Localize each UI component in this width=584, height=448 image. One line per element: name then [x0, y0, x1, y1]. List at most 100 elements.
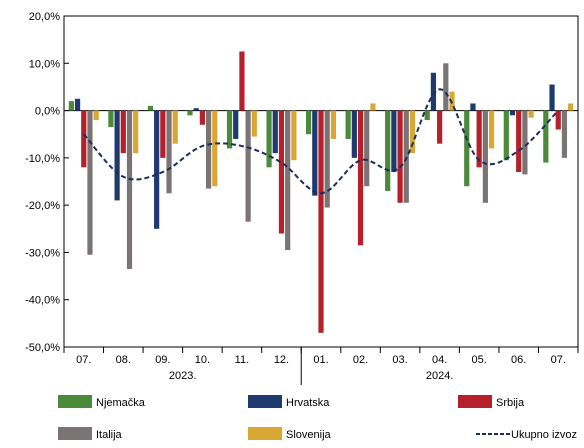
bar-hrvatska — [470, 103, 476, 111]
plot-frame — [63, 15, 579, 348]
bar-slovenija — [488, 110, 495, 149]
bar-italija — [522, 110, 528, 175]
x-tick-label: 11. — [235, 354, 249, 366]
x-tick-label: 02. — [353, 354, 368, 366]
bar-hrvatska — [351, 110, 357, 158]
bar-slovenija — [212, 110, 218, 187]
x-tick-label: 01. — [313, 354, 328, 366]
bar-slovenija — [330, 110, 336, 139]
bar-slovenija — [409, 110, 416, 154]
bar-njemačka — [306, 110, 312, 135]
x-tick-label: 10. — [195, 354, 210, 366]
bar-italija — [245, 110, 251, 222]
bar-srbija — [476, 110, 482, 168]
year-label: 2023. — [169, 370, 197, 382]
bar-hrvatska — [193, 108, 199, 111]
bar-srbija — [397, 110, 403, 203]
bar-italija — [285, 110, 291, 251]
bar-njemačka — [424, 110, 430, 121]
bar-njemačka — [543, 110, 549, 163]
bar-hrvatska — [272, 110, 278, 154]
bar-njemačka — [385, 110, 391, 191]
bar-srbija — [160, 110, 166, 158]
bar-slovenija — [251, 110, 257, 137]
bar-italija — [166, 110, 172, 194]
bar-slovenija — [133, 110, 139, 154]
bar-njemačka — [226, 110, 233, 149]
bar-hrvatska — [233, 110, 239, 139]
bar-italija — [324, 110, 330, 208]
bar-hrvatska — [509, 110, 516, 116]
bar-srbija — [516, 110, 522, 173]
y-tick-label: -50,0% — [25, 342, 60, 354]
bar-italija — [482, 110, 488, 203]
bar-hrvatska — [430, 72, 437, 111]
bar-italija — [561, 110, 568, 158]
legend-label: Ukupno izvoz — [511, 429, 577, 441]
bar-njemačka — [464, 110, 470, 187]
y-tick-label: -30,0% — [25, 247, 60, 259]
bar-srbija — [555, 110, 561, 130]
bar-srbija — [278, 110, 285, 234]
y-tick-label: -20,0% — [25, 200, 60, 212]
y-tick-label: -10,0% — [25, 153, 60, 165]
bar-njemačka — [345, 110, 351, 139]
bar-slovenija — [528, 110, 534, 118]
legend-swatch — [458, 395, 492, 408]
bar-srbija — [357, 110, 364, 246]
legend: Njemačka Hrvatska Srbija Italija Slovenija Uk… — [58, 395, 577, 441]
bar-hrvatska — [391, 110, 397, 173]
bar-njemačka — [187, 110, 193, 116]
bar-njemačka — [68, 101, 74, 111]
bar-slovenija — [93, 110, 99, 121]
bar-italija — [364, 110, 370, 187]
legend-label: Srbija — [496, 397, 525, 409]
bar-hrvatska — [312, 110, 318, 196]
bar-hrvatska — [114, 110, 120, 201]
bar-italija — [87, 110, 93, 255]
bar-srbija — [120, 110, 126, 154]
bar-italija — [126, 110, 133, 269]
x-axis: 07. 08. 09. 10. 11. 12. 01. 02. 03. 04. 05. 06. 07. 2… — [63, 347, 579, 385]
bar-slovenija — [172, 110, 178, 144]
year-label: 2024. — [426, 370, 454, 382]
bar-slovenija — [370, 103, 376, 111]
bar-srbija — [318, 110, 324, 333]
legend-swatch — [58, 395, 92, 408]
legend-label: Njemačka — [96, 397, 146, 409]
bar-srbija — [437, 110, 443, 144]
bar-srbija — [239, 51, 245, 111]
x-tick-label: 07. — [76, 354, 91, 366]
bar-srbija — [81, 110, 87, 168]
x-tick-label: 04. — [432, 354, 447, 366]
bar-italija — [443, 63, 449, 111]
y-tick-label: 20,0% — [29, 11, 60, 23]
bar-hrvatska — [549, 84, 555, 111]
legend-label: Italija — [96, 429, 123, 441]
bar-slovenija — [291, 110, 297, 161]
bar-njemačka — [147, 105, 154, 111]
bar-njemačka — [266, 110, 272, 168]
x-tick-label: 06. — [511, 354, 526, 366]
legend-swatch — [58, 427, 92, 440]
y-tick-label: 0,0% — [35, 106, 60, 118]
y-tick-label: -40,0% — [25, 295, 60, 307]
x-tick-label: 05. — [472, 354, 487, 366]
x-tick-label: 09. — [155, 354, 170, 366]
line-ukupno-izvoz — [83, 88, 559, 195]
bar-njemačka — [108, 110, 114, 128]
legend-swatch — [248, 395, 282, 408]
x-tick-label: 03. — [392, 354, 407, 366]
y-tick-label: 10,0% — [29, 58, 60, 70]
line-series — [83, 88, 559, 195]
bar-srbija — [199, 110, 205, 125]
bar-hrvatska — [74, 98, 81, 111]
x-tick-label: 08. — [116, 354, 131, 366]
legend-label: Slovenija — [286, 429, 332, 441]
bar-hrvatska — [154, 110, 160, 229]
bars — [68, 51, 574, 333]
legend-label: Hrvatska — [286, 397, 330, 409]
bar-italija — [205, 110, 212, 189]
legend-swatch — [248, 427, 282, 440]
